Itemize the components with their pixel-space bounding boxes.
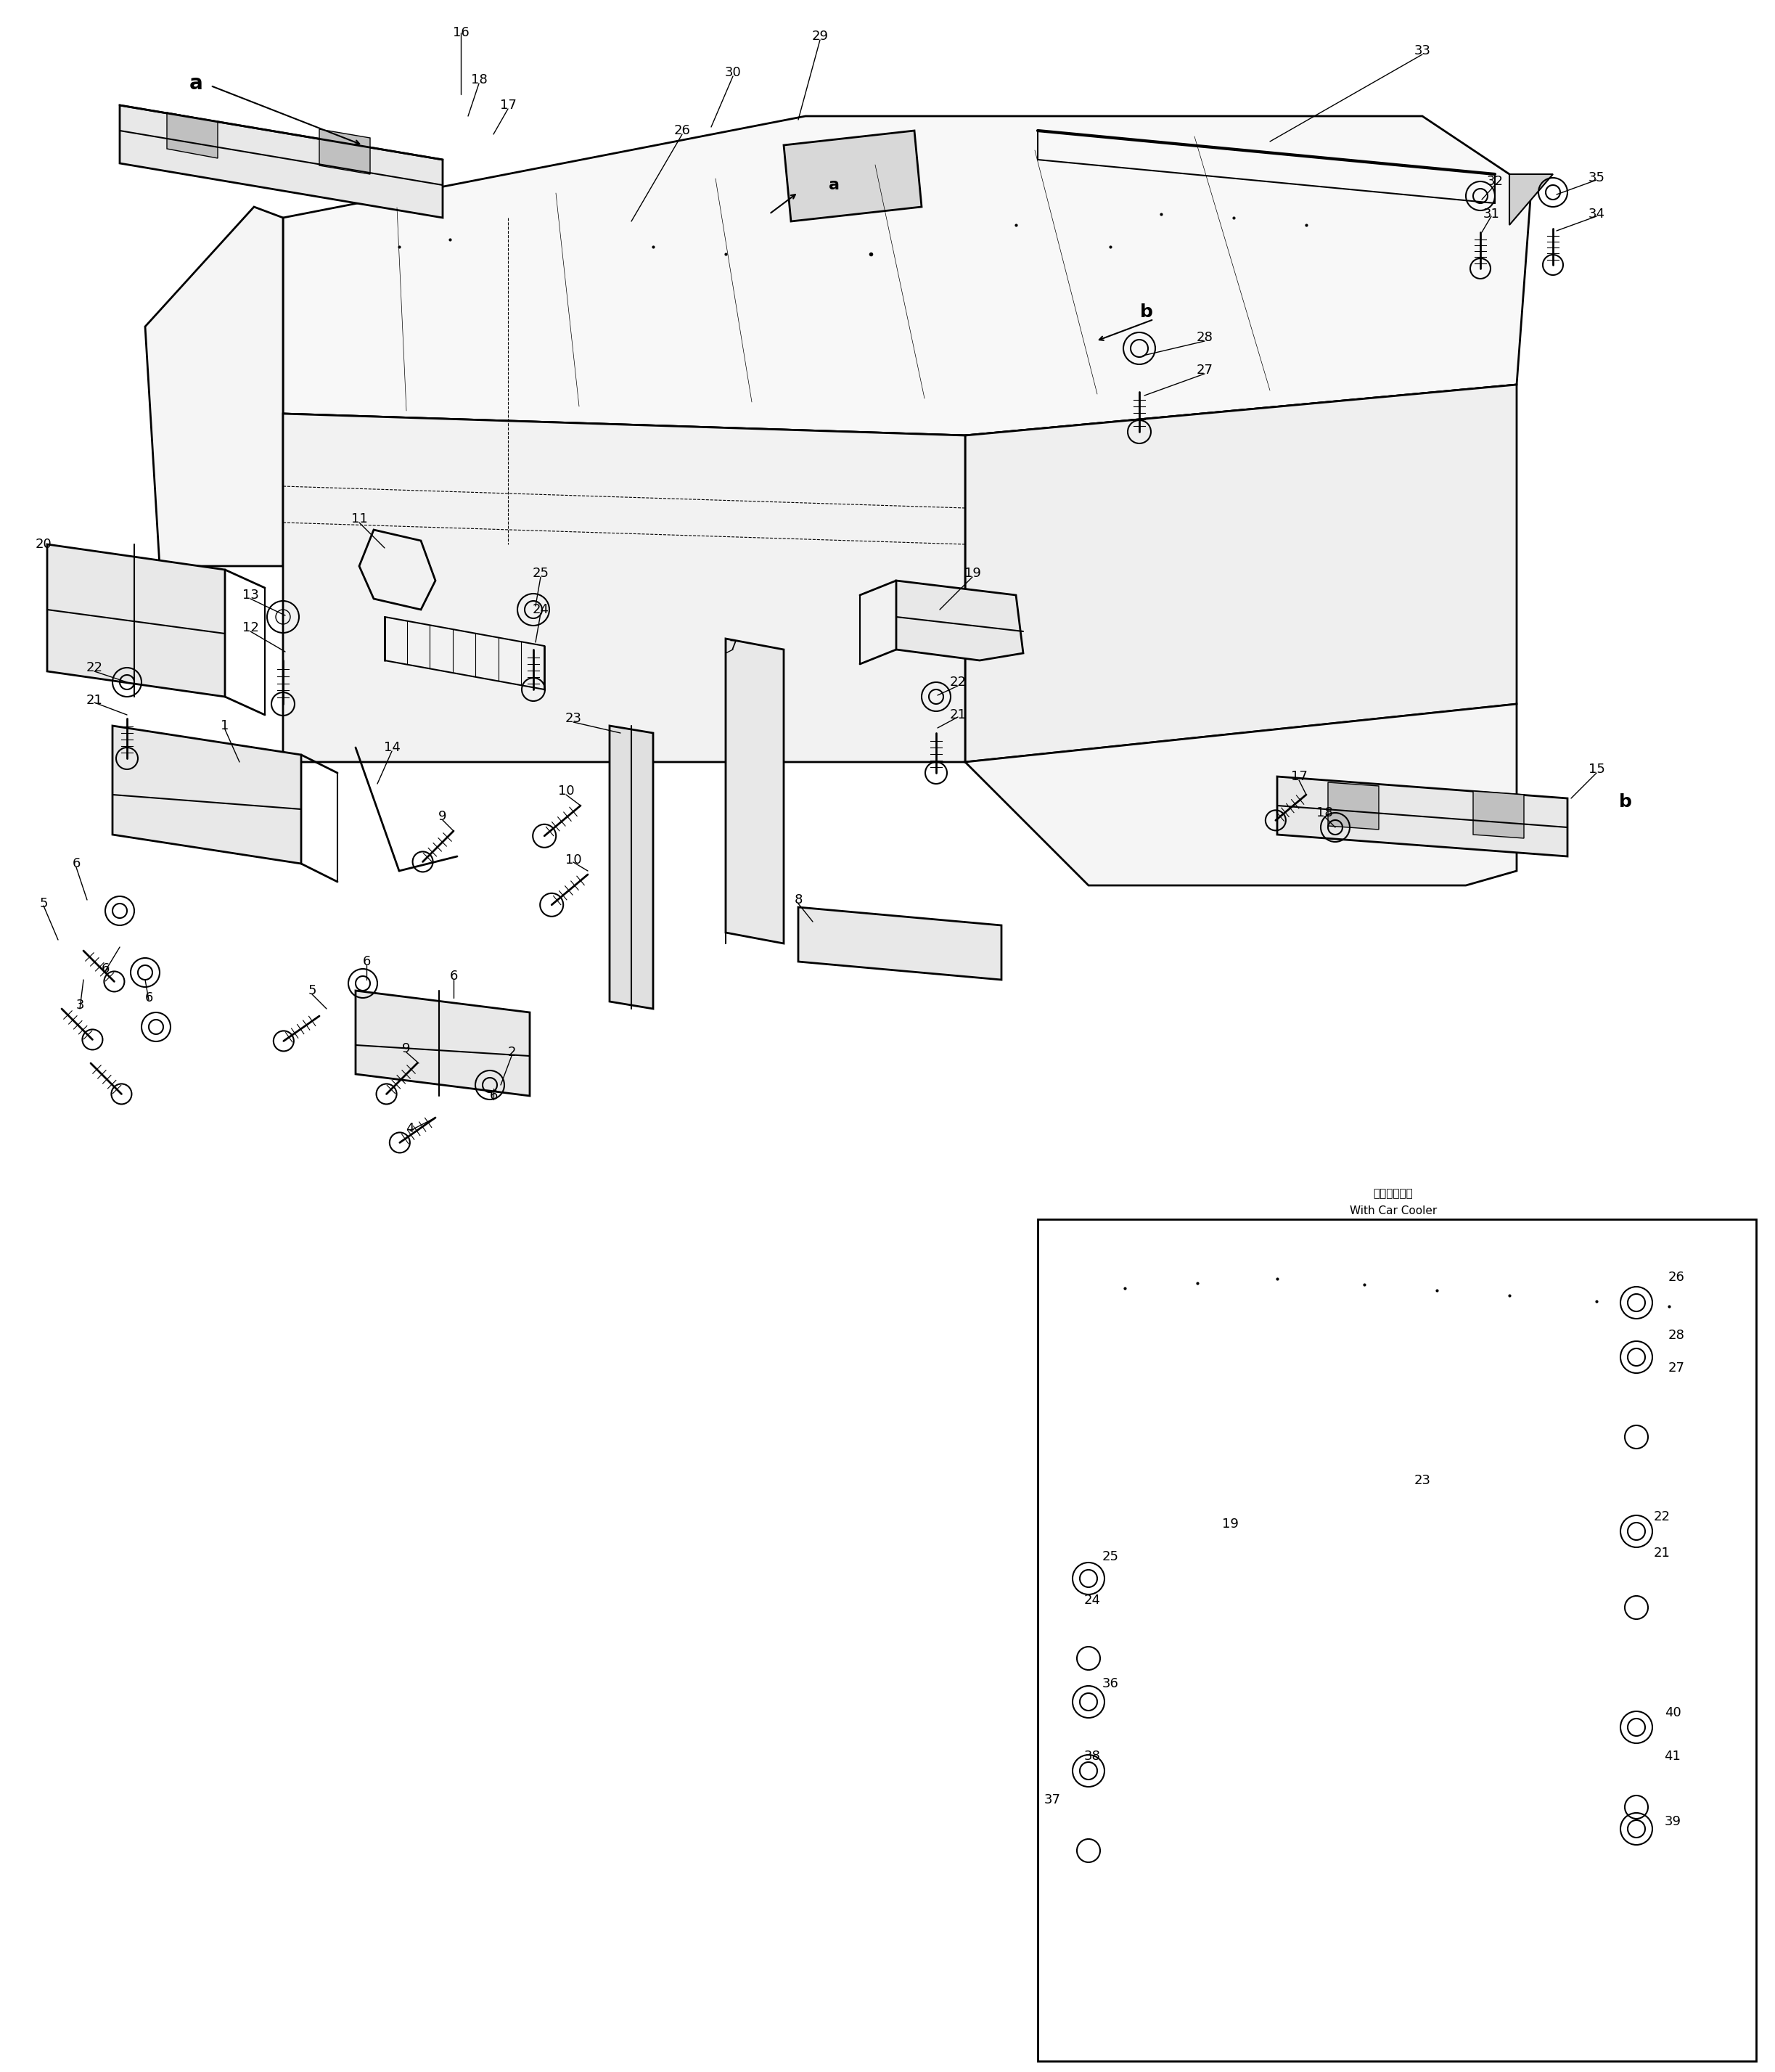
Text: 22: 22 bbox=[85, 661, 103, 673]
Polygon shape bbox=[319, 128, 371, 174]
Polygon shape bbox=[48, 545, 225, 696]
Text: 32: 32 bbox=[1486, 174, 1503, 189]
Text: 8: 8 bbox=[793, 893, 802, 905]
Text: 22: 22 bbox=[1654, 1510, 1670, 1523]
Text: 23: 23 bbox=[564, 713, 582, 725]
Text: 7: 7 bbox=[730, 640, 737, 653]
Polygon shape bbox=[1063, 1546, 1219, 1662]
Bar bbox=[1038, 1218, 1755, 2062]
Text: 29: 29 bbox=[811, 29, 829, 44]
Text: 37: 37 bbox=[1044, 1792, 1061, 1807]
Text: 5: 5 bbox=[39, 897, 48, 910]
Text: 27: 27 bbox=[1196, 363, 1212, 377]
Polygon shape bbox=[1063, 1651, 1219, 1699]
Text: 3: 3 bbox=[76, 999, 83, 1011]
Text: 14: 14 bbox=[383, 742, 399, 754]
Text: 31: 31 bbox=[1482, 207, 1500, 220]
Text: 12: 12 bbox=[241, 622, 259, 634]
Text: 6: 6 bbox=[144, 990, 153, 1005]
Text: 26: 26 bbox=[1668, 1270, 1684, 1285]
Polygon shape bbox=[896, 580, 1022, 661]
Text: 6: 6 bbox=[101, 961, 110, 976]
Text: 36: 36 bbox=[1102, 1676, 1118, 1691]
Text: 38: 38 bbox=[1085, 1749, 1100, 1763]
Polygon shape bbox=[1063, 1376, 1335, 1571]
Polygon shape bbox=[1278, 777, 1567, 856]
Text: 6: 6 bbox=[73, 858, 80, 870]
Text: 27: 27 bbox=[1668, 1361, 1684, 1374]
Polygon shape bbox=[1328, 783, 1379, 829]
Text: 10: 10 bbox=[557, 785, 575, 798]
Text: 2: 2 bbox=[508, 1046, 517, 1059]
Text: 18: 18 bbox=[1315, 806, 1333, 818]
Polygon shape bbox=[119, 106, 442, 218]
Text: 4: 4 bbox=[406, 1123, 414, 1135]
Polygon shape bbox=[167, 112, 218, 157]
Text: 23: 23 bbox=[1415, 1473, 1431, 1488]
Text: 24: 24 bbox=[532, 603, 548, 615]
Polygon shape bbox=[112, 725, 302, 864]
Text: 13: 13 bbox=[241, 588, 259, 601]
Text: 11: 11 bbox=[351, 512, 367, 526]
Text: 30: 30 bbox=[724, 66, 742, 79]
Polygon shape bbox=[1335, 1510, 1727, 1705]
Text: 21: 21 bbox=[950, 709, 966, 721]
Text: a: a bbox=[190, 73, 202, 93]
Text: 5: 5 bbox=[307, 984, 316, 997]
Polygon shape bbox=[966, 385, 1516, 762]
Polygon shape bbox=[966, 704, 1516, 885]
Text: 9: 9 bbox=[438, 810, 447, 823]
Text: 24: 24 bbox=[1085, 1593, 1100, 1606]
Text: 6: 6 bbox=[362, 955, 371, 968]
Polygon shape bbox=[282, 385, 1516, 588]
Polygon shape bbox=[355, 990, 529, 1096]
Text: a: a bbox=[829, 178, 840, 193]
Text: b: b bbox=[1140, 303, 1154, 321]
Polygon shape bbox=[1459, 1691, 1727, 1836]
Polygon shape bbox=[282, 414, 966, 762]
Polygon shape bbox=[1473, 792, 1525, 839]
Text: 6: 6 bbox=[490, 1090, 497, 1102]
Text: 41: 41 bbox=[1665, 1749, 1681, 1763]
Text: 25: 25 bbox=[532, 568, 548, 580]
Text: 16: 16 bbox=[453, 27, 469, 39]
Text: b: b bbox=[1619, 794, 1631, 810]
Text: 6: 6 bbox=[449, 970, 458, 982]
Text: 17: 17 bbox=[501, 99, 517, 112]
Text: 19: 19 bbox=[1221, 1517, 1239, 1531]
Text: 20: 20 bbox=[36, 539, 51, 551]
Text: 25: 25 bbox=[1102, 1550, 1118, 1562]
Text: 18: 18 bbox=[470, 73, 486, 87]
Text: 21: 21 bbox=[1654, 1546, 1670, 1560]
Text: 22: 22 bbox=[950, 675, 966, 688]
Text: 40: 40 bbox=[1665, 1705, 1681, 1720]
Polygon shape bbox=[726, 638, 785, 943]
Text: 1: 1 bbox=[220, 719, 229, 731]
Polygon shape bbox=[146, 207, 282, 566]
Text: 9: 9 bbox=[403, 1042, 410, 1055]
Text: 34: 34 bbox=[1589, 207, 1605, 220]
Text: 21: 21 bbox=[85, 694, 103, 707]
Text: 26: 26 bbox=[674, 124, 690, 137]
Text: 28: 28 bbox=[1668, 1328, 1684, 1343]
Text: カークーラ付: カークーラ付 bbox=[1374, 1189, 1413, 1200]
Polygon shape bbox=[785, 131, 921, 222]
Text: 19: 19 bbox=[964, 568, 982, 580]
Text: 28: 28 bbox=[1196, 332, 1212, 344]
Text: 35: 35 bbox=[1589, 172, 1605, 184]
Text: 33: 33 bbox=[1415, 44, 1431, 58]
Polygon shape bbox=[1067, 1237, 1727, 1423]
Text: With Car Cooler: With Car Cooler bbox=[1349, 1206, 1438, 1216]
Text: 17: 17 bbox=[1290, 771, 1306, 783]
Text: 15: 15 bbox=[1589, 762, 1605, 775]
Polygon shape bbox=[609, 725, 653, 1009]
Polygon shape bbox=[799, 908, 1001, 980]
Text: 10: 10 bbox=[564, 854, 582, 866]
Polygon shape bbox=[1509, 174, 1553, 226]
Text: 39: 39 bbox=[1665, 1815, 1681, 1828]
Polygon shape bbox=[282, 116, 1532, 435]
